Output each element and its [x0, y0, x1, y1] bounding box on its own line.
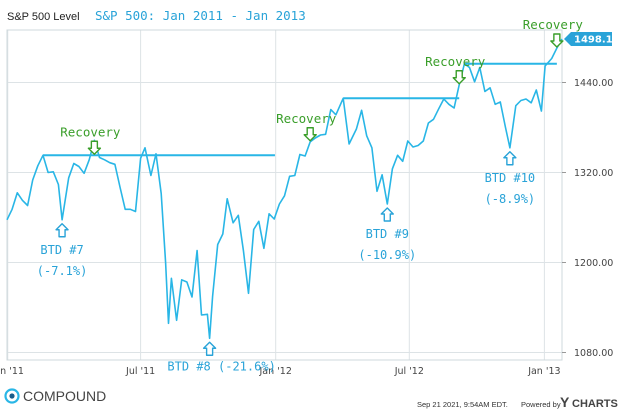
x-tick-label: Jan '11	[0, 366, 24, 377]
btd-label: BTD #10	[485, 171, 536, 185]
btd-arrow-icon	[380, 207, 394, 222]
btd-label: BTD #9	[366, 227, 409, 241]
y-tick-label: 1440.00	[574, 78, 613, 89]
plot-frame	[6, 29, 563, 361]
recovery-arrow-icon	[452, 70, 466, 85]
x-tick-label: Jul '12	[394, 366, 424, 377]
btd-arrow-icon	[202, 341, 217, 356]
metric-label: S&P 500 Level	[7, 11, 80, 23]
ycharts-y-mark: Y	[560, 394, 570, 410]
y-tick-label: 1080.00	[574, 348, 613, 359]
compound-logo-icon	[4, 388, 20, 404]
axes: 1080.00 1200.00 1320.00 1440.00 Jan '11 Jul '…	[0, 29, 620, 377]
compound-brand-text: COMPOUND	[23, 388, 106, 404]
recovery-arrow-icon	[303, 127, 317, 142]
y-tick-label: 1320.00	[574, 168, 613, 179]
recovery-arrow-icon	[550, 33, 564, 48]
x-tick-label: Jul '11	[125, 366, 155, 377]
y-tick-label: 1200.00	[574, 258, 613, 269]
timestamp: Sep 21 2021, 9:54AM EDT.	[417, 400, 508, 409]
end-value-badge	[564, 32, 612, 46]
end-value-label: 1498.11	[574, 35, 620, 46]
recovery-arrow-icon	[87, 140, 102, 155]
btd-arrow-icon	[55, 223, 69, 238]
gridlines	[7, 30, 562, 360]
powered-by-label: Powered by	[521, 400, 561, 409]
chart-title: S&P 500: Jan 2011 - Jan 2013	[95, 8, 306, 23]
annotations: Recovery Recovery Recovery Recovery BTD #7 (-…	[37, 17, 584, 373]
btd-drawdown-label: (-8.9%)	[485, 192, 536, 206]
compound-logo-dot	[9, 393, 15, 399]
btd-drawdown-label: (-7.1%)	[37, 264, 88, 278]
x-tick-label: Jan '12	[259, 366, 292, 377]
recovery-label: Recovery	[276, 111, 337, 126]
series-line	[6, 38, 563, 340]
btd-label: BTD #7	[40, 243, 83, 257]
btd-drawdown-label: (-10.9%)	[358, 248, 416, 262]
btd-arrow-icon	[503, 151, 517, 166]
plot-area	[6, 38, 563, 340]
x-tick-label: Jan '13	[527, 366, 560, 377]
recovery-label: Recovery	[523, 17, 584, 32]
recovery-label: Recovery	[60, 124, 121, 139]
btd-label: BTD #8 (-21.6%)	[167, 359, 275, 373]
compound-logo: COMPOUND	[4, 388, 106, 404]
ycharts-brand-text: CHARTS	[572, 398, 618, 410]
recovery-label: Recovery	[425, 54, 486, 69]
